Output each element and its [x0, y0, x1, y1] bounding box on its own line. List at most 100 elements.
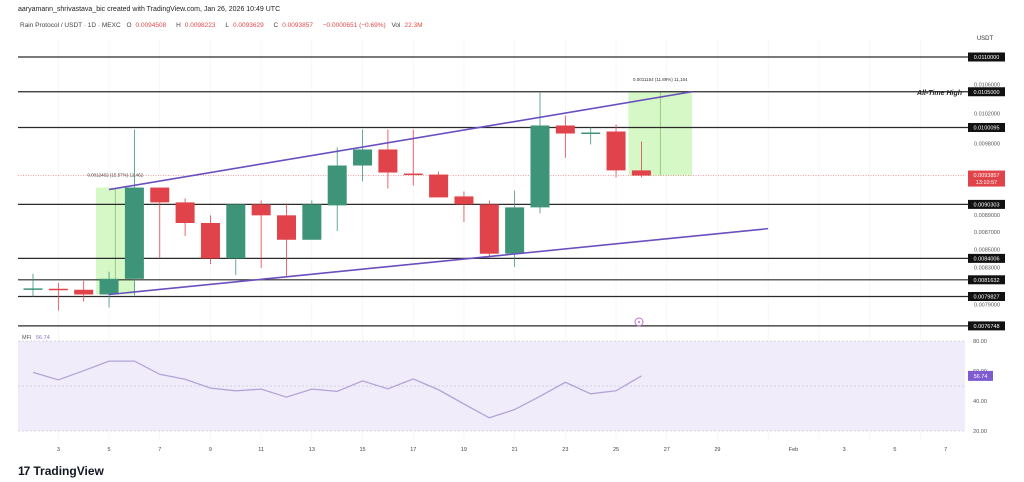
candle-body	[606, 131, 626, 171]
channel-upper-line	[108, 90, 693, 191]
time-axis-tick: 27	[664, 447, 670, 453]
candle-body	[429, 174, 449, 198]
level-price-tag	[968, 52, 1005, 62]
candle-body	[124, 187, 144, 279]
time-axis-tick: 15	[359, 447, 365, 453]
price-axis-tick: 0.0085000	[974, 248, 1000, 254]
level-price-tag-text: 0.0081632	[974, 278, 1000, 284]
candle-body	[479, 204, 499, 254]
open-label: O	[126, 22, 132, 29]
time-axis-tick: 23	[562, 447, 568, 453]
high-value: 0.0098223	[184, 22, 216, 29]
candle-body	[277, 215, 296, 240]
level-price-tag-text: 0.0079827	[974, 295, 1000, 301]
price-axis-tick: 0.0098000	[974, 141, 1000, 147]
measure-label: 0.0011154 (11.89%) 11,154	[633, 77, 688, 82]
level-price-tag	[968, 253, 1005, 263]
bar-countdown: 13:10:57	[976, 180, 997, 186]
level-price-tag-text: 0.0084006	[974, 256, 1000, 262]
symbol-name[interactable]: Rain Protocol / USDT · 1D · MEXC	[20, 22, 121, 29]
time-axis-tick: 7	[158, 447, 161, 453]
mfi-value: 56.74	[36, 335, 50, 341]
mfi-axis-tick: 40.00	[973, 399, 987, 405]
candle-body	[74, 289, 94, 295]
measure-label: 0.0012462 (15.57%) 12,462	[87, 173, 143, 178]
candle-body	[378, 149, 398, 173]
candle-body	[251, 204, 271, 216]
candle-body	[403, 173, 423, 176]
candle-body	[631, 170, 651, 176]
alert-clock-icon	[634, 317, 644, 327]
time-axis-tick: 13	[309, 447, 315, 453]
level-price-tag	[968, 87, 1005, 97]
tradingview-logo[interactable]: 17 TradingView	[18, 464, 104, 478]
level-price-tag	[968, 292, 1005, 302]
candle-body	[581, 132, 601, 135]
level-price-tag	[968, 122, 1005, 132]
time-axis-tick: 3	[57, 447, 60, 453]
candle-body	[530, 125, 550, 208]
candle-body	[99, 278, 119, 295]
chart-author-caption: aaryamann_shrivastava_bic created with T…	[18, 6, 281, 13]
current-price-tag	[968, 170, 1005, 187]
time-axis-tick: 21	[512, 447, 518, 453]
mfi-axis-tick: 80.00	[973, 339, 987, 345]
volume-value: 22.3M	[404, 22, 423, 29]
price-axis-tick: 0.0089000	[974, 213, 1000, 219]
time-axis-tick: 7	[944, 447, 947, 453]
candle-body	[327, 165, 347, 206]
price-axis-tick: 0.0079000	[974, 302, 1000, 308]
mfi-line	[32, 360, 642, 419]
level-price-tag-text: 0.0100095	[974, 125, 1000, 131]
time-axis-tick: 3	[843, 447, 846, 453]
symbol-legend: Rain Protocol / USDT · 1D · MEXC O 0.0094…	[20, 22, 431, 29]
current-price-value: 0.0093857	[974, 173, 1000, 179]
mfi-value-tag-text: 56.74	[974, 374, 988, 380]
price-axis-unit: USDT	[977, 36, 994, 42]
price-axis-tick: 0.0102000	[974, 111, 1000, 117]
time-axis-tick: 11	[258, 447, 264, 453]
level-price-tag-text: 0.0110000	[974, 55, 1000, 61]
candle-body	[48, 288, 68, 291]
mfi-label: MFI	[22, 335, 32, 341]
price-axis-tick: 0.0083000	[974, 265, 1000, 271]
time-axis-tick: 17	[410, 447, 416, 453]
change-value: −0.0000651 (−0.69%)	[322, 22, 386, 29]
price-axis-tick: 0.0087000	[974, 230, 1000, 236]
time-axis-tick: 9	[209, 447, 212, 453]
low-value: 0.0093629	[232, 22, 264, 29]
tradingview-brand: TradingView	[33, 464, 104, 478]
alert-clock-icon-dot	[638, 321, 640, 323]
candle-body	[175, 202, 195, 224]
candle-body	[302, 204, 322, 240]
low-label: L	[225, 22, 229, 29]
candle-body	[353, 149, 373, 166]
channel-lower-line	[108, 227, 769, 296]
time-axis-tick: 25	[613, 447, 619, 453]
level-price-tag	[968, 321, 1005, 331]
candle-body	[150, 187, 170, 203]
level-price-tag	[968, 275, 1005, 285]
level-price-tag-text: 0.0090303	[974, 202, 1000, 208]
close-label: C	[273, 22, 279, 29]
level-price-tag-text: 0.0105000	[974, 90, 1000, 96]
mfi-value-tag	[968, 370, 993, 381]
level-price-tag	[968, 199, 1005, 209]
time-axis-tick: 29	[714, 447, 720, 453]
candle-body	[555, 125, 575, 134]
candle-body	[226, 204, 246, 259]
candle-body	[23, 288, 43, 290]
close-value: 0.0093857	[282, 22, 313, 29]
time-axis-tick: 5	[893, 447, 896, 453]
time-axis-tick: Feb	[789, 447, 798, 453]
price-pane	[18, 40, 965, 333]
time-axis-tick: 19	[461, 447, 467, 453]
level-price-tag-text: 0.0076748	[974, 324, 1000, 330]
candle-body	[200, 223, 220, 259]
high-label: H	[176, 22, 181, 29]
candle-body	[505, 207, 525, 254]
tradingview-logo-icon: 17	[18, 464, 30, 478]
mfi-axis-tick: 20.00	[973, 429, 987, 435]
price-axis-tick: 0.0106000	[974, 83, 1000, 89]
